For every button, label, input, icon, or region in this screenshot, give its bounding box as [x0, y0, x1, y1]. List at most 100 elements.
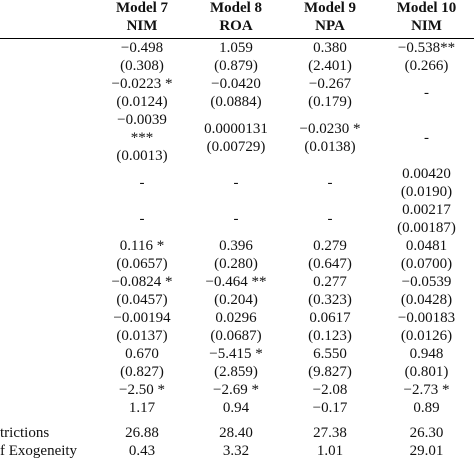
table-cell: −2.73 * [377, 381, 474, 399]
row-label-text: trictions [0, 425, 50, 441]
row-label: f Exogeneity [0, 442, 95, 460]
cell-text: 1.01 [316, 443, 344, 459]
table-cell: 0.116 * (0.0657) [95, 237, 189, 273]
cell-text: (0.0137) [116, 328, 168, 344]
cell-text: - [139, 175, 145, 191]
cell-text: 3.32 [222, 443, 250, 459]
cell-text: −0.464 ** [205, 274, 267, 290]
table-cell: 0.0000131 (0.00729) [189, 111, 283, 165]
cell-text: (0.308) [120, 58, 164, 74]
table-cell: - [283, 201, 377, 237]
table-cell: 0.00217 (0.00187) [377, 201, 474, 237]
cell-text: (2.401) [308, 58, 352, 74]
cell-text: 28.40 [219, 425, 253, 441]
header-text: ROA [219, 18, 253, 34]
cell-text: (0.0428) [400, 292, 453, 308]
cell-text: - [233, 175, 239, 191]
cell-text: 0.396 [219, 238, 253, 254]
table-row: f Exogeneity 0.43 3.32 1.01 29.01 [0, 442, 474, 460]
cell-text: 0.94 [222, 400, 250, 416]
table-cell: 28.40 [189, 417, 283, 442]
table-cell: 0.396 (0.280) [189, 237, 283, 273]
table-cell: −2.69 * [189, 381, 283, 399]
table-cell: −0.0223 * (0.0124) [95, 75, 189, 111]
header-cell: Model 8 ROA [189, 0, 283, 39]
table-cell: −0.17 [283, 399, 377, 417]
row-label [0, 381, 95, 399]
cell-text: 0.670 [125, 346, 159, 362]
table-cell: −5.415 * (2.859) [189, 345, 283, 381]
table-row: −0.00194 (0.0137) 0.0296 (0.0687) 0.0617 (0.1… [0, 309, 474, 345]
cell-text: (0.0190) [400, 184, 453, 200]
cell-text: −0.0824 * [111, 274, 173, 290]
table-cell: 0.0296 (0.0687) [189, 309, 283, 345]
row-label-text: f Exogeneity [0, 443, 78, 459]
header-text: NPA [315, 18, 345, 34]
table-cell: 0.277 (0.323) [283, 273, 377, 309]
table-cell: 0.0481 (0.0700) [377, 237, 474, 273]
row-label [0, 309, 95, 345]
table-cell: −0.0039 *** (0.0013) [95, 111, 189, 165]
cell-text: −0.0223 * [111, 76, 173, 92]
cell-text: −0.00183 [397, 310, 456, 326]
header-row: Model 7 NIM Model 8 ROA Model 9 NPA Model 10 NI… [0, 0, 474, 39]
table-row: −0.0223 * (0.0124) −0.0420 (0.0884) −0.267 (0… [0, 75, 474, 111]
table-cell: 1.01 [283, 442, 377, 460]
cell-text: (0.00187) [397, 220, 456, 236]
cell-text: −0.0420 [211, 76, 261, 92]
table-row: −0.0039 *** (0.0013) 0.0000131 (0.00729) −0.0… [0, 111, 474, 165]
header-cell: Model 7 NIM [95, 0, 189, 39]
row-label [0, 75, 95, 111]
cell-text: (0.323) [308, 292, 352, 308]
cell-text: (0.879) [214, 58, 258, 74]
cell-text: 0.0000131 [204, 121, 268, 137]
cell-text: 0.948 [409, 346, 444, 362]
header-cell: Model 10 NIM [377, 0, 474, 39]
table-row: 0.670 (0.827) −5.415 * (2.859) 6.550 (9.827) 0… [0, 345, 474, 381]
cell-text: 27.38 [313, 425, 347, 441]
table-row: - - - 0.00420 (0.0190) [0, 165, 474, 201]
cell-text: 0.00420 [402, 166, 451, 182]
table-cell: 26.30 [377, 417, 474, 442]
cell-text: −0.0039 [117, 112, 167, 128]
row-label: trictions [0, 417, 95, 442]
header-text: Model 8 [209, 0, 263, 16]
table-cell: - [377, 111, 474, 165]
table-cell: 0.89 [377, 399, 474, 417]
table-row: - - - 0.00217 (0.00187) [0, 201, 474, 237]
cell-text: - [139, 211, 145, 227]
table-cell: 1.059 (0.879) [189, 39, 283, 76]
cell-text: - [424, 85, 429, 101]
table-row: −2.50 * −2.69 * −2.08 −2.73 * [0, 381, 474, 399]
cell-text: (0.0657) [116, 256, 168, 272]
table-cell: 0.948 (0.801) [377, 345, 474, 381]
cell-text: 26.88 [125, 425, 159, 441]
table-cell: 0.0617 (0.123) [283, 309, 377, 345]
cell-text: (0.0013) [116, 148, 168, 164]
cell-text: 0.277 [313, 274, 347, 290]
table-cell: 0.670 (0.827) [95, 345, 189, 381]
table-cell: 6.550 (9.827) [283, 345, 377, 381]
cell-text: (0.0700) [400, 256, 453, 272]
table-cell: −0.0539 (0.0428) [377, 273, 474, 309]
table-cell: −0.0824 * (0.0457) [95, 273, 189, 309]
cell-text: 1.17 [128, 400, 156, 416]
cell-text: 0.00217 [402, 202, 451, 218]
cell-text: - [327, 175, 333, 191]
table-cell: −2.08 [283, 381, 377, 399]
table-row: 0.116 * (0.0657) 0.396 (0.280) 0.279 (0.647) 0… [0, 237, 474, 273]
table-cell: 1.17 [95, 399, 189, 417]
cell-text: (0.204) [214, 292, 258, 308]
cell-text: (0.0884) [210, 94, 262, 110]
cell-text: (0.0687) [210, 328, 262, 344]
cell-text: 0.43 [128, 443, 156, 459]
cell-text: 6.550 [313, 346, 347, 362]
row-label [0, 399, 95, 417]
cell-text: (0.801) [404, 364, 449, 380]
table-cell: - [377, 75, 474, 111]
cell-text: - [233, 211, 239, 227]
cell-text: (0.0457) [116, 292, 168, 308]
cell-text: 0.116 * [119, 238, 165, 254]
cell-text: (0.179) [308, 94, 352, 110]
